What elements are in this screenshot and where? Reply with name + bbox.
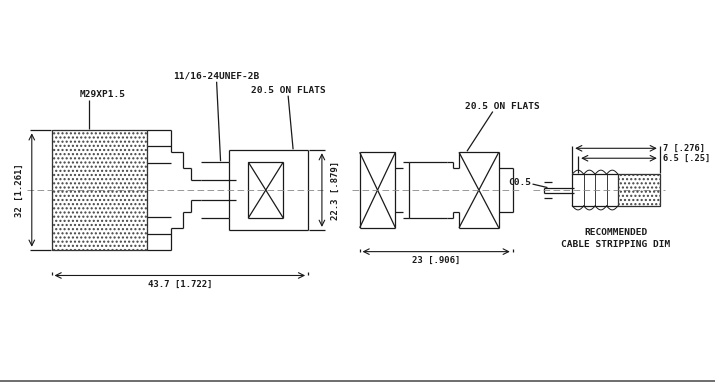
Text: 11/16-24UNEF-2B: 11/16-24UNEF-2B bbox=[174, 72, 260, 81]
Bar bbox=[52, 130, 147, 250]
Text: 6.5 [.25]: 6.5 [.25] bbox=[662, 154, 710, 163]
Text: 20.5 ON FLATS: 20.5 ON FLATS bbox=[465, 101, 540, 110]
Text: M29XP1.5: M29XP1.5 bbox=[79, 90, 125, 99]
Text: 43.7 [1.722]: 43.7 [1.722] bbox=[148, 280, 212, 289]
Text: CABLE STRIPPING DIM: CABLE STRIPPING DIM bbox=[562, 240, 670, 249]
Text: C0.5: C0.5 bbox=[508, 177, 531, 186]
Text: 23 [.906]: 23 [.906] bbox=[412, 256, 460, 265]
Text: 32 [1.261]: 32 [1.261] bbox=[15, 163, 24, 217]
Bar bbox=[618, 174, 660, 206]
Bar bbox=[52, 130, 147, 250]
Text: 22.3 [.879]: 22.3 [.879] bbox=[331, 160, 341, 220]
Text: 20.5 ON FLATS: 20.5 ON FLATS bbox=[251, 86, 325, 95]
Bar bbox=[618, 174, 660, 206]
Text: RECOMMENDED: RECOMMENDED bbox=[585, 228, 647, 237]
Text: 7 [.276]: 7 [.276] bbox=[662, 144, 705, 153]
